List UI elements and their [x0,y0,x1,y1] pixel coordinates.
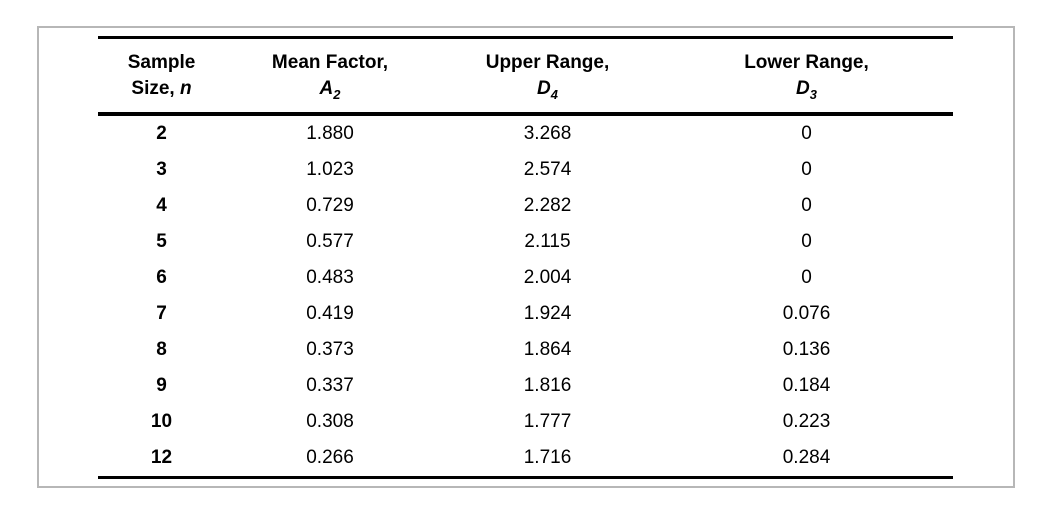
table-row: 2 1.880 3.268 0 [98,114,953,152]
header-line1: Lower Range, [744,52,869,73]
cell-factor-value: 2.574 [523,159,572,180]
cell-factor-value: 0.184 [782,375,831,396]
cell-sample-size: 5 [156,231,167,252]
cell-sample-size: 4 [156,195,167,216]
table-row: 4 0.729 2.282 0 [98,188,953,224]
cell-factor-value: 2.282 [523,195,572,216]
cell-factor-value: 0.483 [306,267,354,288]
header-line2: A2 [319,78,341,102]
cell-factor-value: 3.268 [523,123,572,144]
cell-factor-value: 0 [801,267,812,288]
cell-factor-value: 0.577 [306,231,354,252]
cell-factor-value: 0.729 [306,195,354,216]
header-line2: Size, n [131,78,192,99]
cell-factor-value: 1.816 [523,375,572,396]
cell-sample-size: 8 [156,339,167,360]
column-header-mean-factor: Mean Factor, A2 [225,37,435,116]
cell-factor-value: 1.924 [523,303,572,324]
cell-factor-value: 1.864 [523,339,572,360]
cell-factor-value: 0 [801,159,812,180]
table-row: 5 0.577 2.115 0 [98,224,953,260]
header-line1: Upper Range, [485,52,610,73]
cell-sample-size: 6 [156,267,167,288]
cell-sample-size: 2 [156,123,167,144]
table-row: 10 0.308 1.777 0.223 [98,404,953,440]
control-chart-factors-table: Sample Size, n Mean Factor, A2 Upper Ran… [98,36,953,479]
column-header-lower-range: Lower Range, D3 [660,37,953,116]
cell-factor-value: 0 [801,123,812,144]
symbol-D3: D [796,78,810,99]
table-row: 7 0.419 1.924 0.076 [98,296,953,332]
table-row: 6 0.483 2.004 0 [98,260,953,296]
table-row: 9 0.337 1.816 0.184 [98,368,953,404]
cell-factor-value: 0.337 [306,375,354,396]
table-row: 12 0.266 1.716 0.284 [98,440,953,478]
cell-factor-value: 1.777 [523,411,572,432]
header-line2: D3 [796,78,817,102]
column-header-upper-range: Upper Range, D4 [435,37,660,116]
header-line1: Mean Factor, [271,52,389,73]
cell-factor-value: 2.004 [523,267,572,288]
cell-factor-value: 0.223 [782,411,831,432]
column-header-sample-size: Sample Size, n [98,37,225,116]
cell-factor-value: 1.716 [523,447,572,468]
cell-factor-value: 0.266 [306,447,354,468]
cell-factor-value: 0.419 [306,303,354,324]
cell-factor-value: 0.373 [306,339,354,360]
cell-factor-value: 0.308 [306,411,354,432]
header-line1: Sample [127,52,196,73]
header-line2: D4 [537,78,558,102]
cell-factor-value: 0.284 [782,447,831,468]
cell-factor-value: 0 [801,231,812,252]
symbol-A2: A [319,78,334,99]
cell-factor-value: 2.115 [524,231,571,252]
table-row: 3 1.023 2.574 0 [98,152,953,188]
cell-factor-value: 1.023 [306,159,354,180]
cell-sample-size: 12 [150,447,173,468]
table-row: 8 0.373 1.864 0.136 [98,332,953,368]
cell-factor-value: 0.076 [782,303,831,324]
cell-factor-value: 0 [801,195,812,216]
table-header: Sample Size, n Mean Factor, A2 Upper Ran… [98,37,953,116]
cell-sample-size: 3 [156,159,167,180]
cell-factor-value: 0.136 [782,339,831,360]
cell-sample-size: 9 [156,375,167,396]
cell-factor-value: 1.880 [306,123,354,144]
header-row: Sample Size, n Mean Factor, A2 Upper Ran… [98,37,953,116]
cell-sample-size: 7 [156,303,167,324]
symbol-D4: D [537,78,551,99]
cell-sample-size: 10 [150,411,173,432]
table-body: 2 1.880 3.268 0 3 1.023 2.574 0 4 0.729 2.282 0 5 0.5… [98,114,953,478]
symbol-n: n [179,78,192,99]
